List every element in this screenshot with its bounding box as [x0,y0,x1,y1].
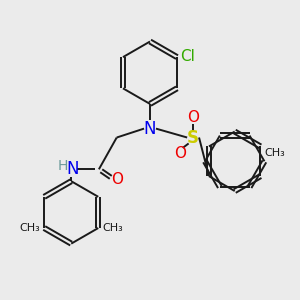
Text: CH₃: CH₃ [103,223,124,233]
Text: CH₃: CH₃ [264,148,285,158]
Text: O: O [187,110,199,125]
Text: O: O [174,146,186,161]
Text: N: N [67,160,79,178]
Text: S: S [187,128,199,146]
Text: Cl: Cl [181,49,196,64]
Text: H: H [58,159,68,173]
Text: N: N [144,120,156,138]
Text: O: O [111,172,123,187]
Text: CH₃: CH₃ [19,223,40,233]
